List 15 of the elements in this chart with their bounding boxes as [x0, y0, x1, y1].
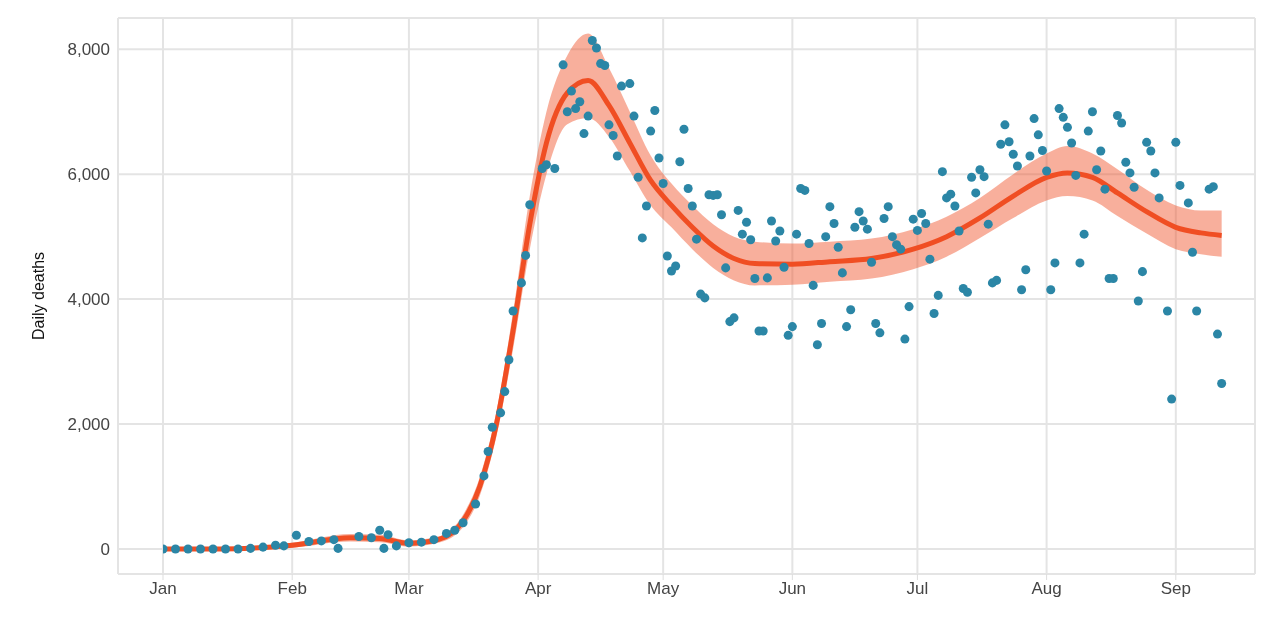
- x-tick-label: Feb: [277, 579, 307, 599]
- y-tick-label: 8,000: [67, 40, 110, 60]
- y-axis-title: Daily deaths: [29, 251, 47, 341]
- x-tick-label: Sep: [1160, 579, 1191, 599]
- x-tick-label: Jul: [906, 579, 929, 599]
- x-tick-label: Apr: [524, 579, 552, 599]
- y-tick-label: 2,000: [67, 415, 110, 435]
- x-tick-label: May: [647, 579, 680, 599]
- x-tick-label: Jan: [149, 579, 177, 599]
- x-tick-label: Aug: [1031, 579, 1062, 599]
- y-tick-label: 4,000: [67, 290, 110, 310]
- x-tick-label: Mar: [394, 579, 424, 599]
- y-tick-label: 0: [100, 540, 110, 560]
- y-tick-label: 6,000: [67, 165, 110, 185]
- x-tick-label: Jun: [778, 579, 807, 599]
